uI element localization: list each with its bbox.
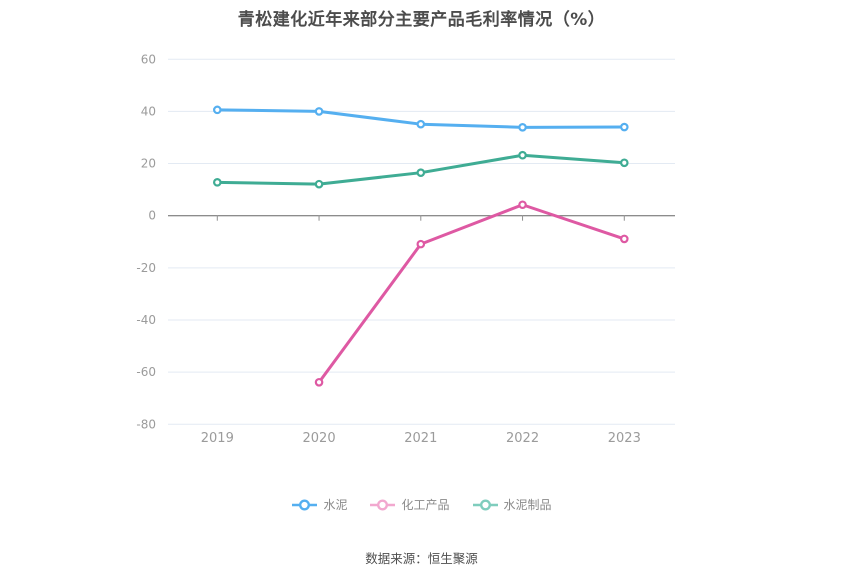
data-point-2 xyxy=(213,178,222,187)
data-point-1 xyxy=(314,377,324,387)
y-axis-tick-label: 60 xyxy=(141,52,156,66)
data-source-note: 数据来源：恒生聚源 xyxy=(365,551,478,566)
legend-item-1[interactable]: 化工产品 xyxy=(369,496,450,513)
legend-item-2[interactable]: 水泥制品 xyxy=(472,496,552,513)
data-point-1 xyxy=(518,200,527,210)
series-line-1 xyxy=(317,203,626,384)
data-point-1 xyxy=(416,239,426,249)
data-point-0 xyxy=(416,119,426,129)
legend-label: 水泥 xyxy=(323,498,348,512)
x-axis-tick-label: 2023 xyxy=(608,431,641,446)
x-axis-tick-label: 2020 xyxy=(303,431,336,446)
legend-marker-icon xyxy=(370,498,396,511)
data-point-2 xyxy=(314,179,324,189)
legend-marker-icon xyxy=(472,498,498,511)
data-point-0 xyxy=(213,105,222,115)
chart-legend: 水泥 化工产品 水泥制品 xyxy=(0,496,843,513)
line-chart-canvas: 60 40 20 0 -20 -40 -60 -80 2019 2020 2021 2022 2023 xyxy=(136,52,675,446)
y-axis-tick-label: 0 xyxy=(148,209,156,223)
x-axis-tick-label: 2022 xyxy=(506,431,539,446)
legend-label: 水泥制品 xyxy=(503,498,552,512)
x-axis-tick-label: 2019 xyxy=(201,431,234,446)
legend-item-0[interactable]: 水泥 xyxy=(291,496,347,513)
legend-marker-icon xyxy=(292,498,318,511)
data-point-2 xyxy=(518,150,527,160)
data-point-1 xyxy=(619,234,629,244)
y-axis-tick-label: -60 xyxy=(136,365,156,379)
y-axis-tick-label: -40 xyxy=(136,313,156,327)
data-point-2 xyxy=(416,168,426,177)
x-axis-tick-label: 2021 xyxy=(404,431,437,446)
chart-title: 青松建化近年来部分主要产品毛利率情况（%） xyxy=(237,10,606,30)
y-axis-tick-label: 20 xyxy=(141,157,156,171)
legend-label: 化工产品 xyxy=(401,498,450,512)
data-point-0 xyxy=(518,123,527,132)
data-point-0 xyxy=(619,122,629,132)
data-point-0 xyxy=(314,107,324,116)
y-axis-tick-label: 40 xyxy=(141,104,156,118)
y-axis-tick-label: -80 xyxy=(136,417,156,431)
data-point-2 xyxy=(619,158,629,168)
y-axis-tick-label: -20 xyxy=(136,261,156,275)
